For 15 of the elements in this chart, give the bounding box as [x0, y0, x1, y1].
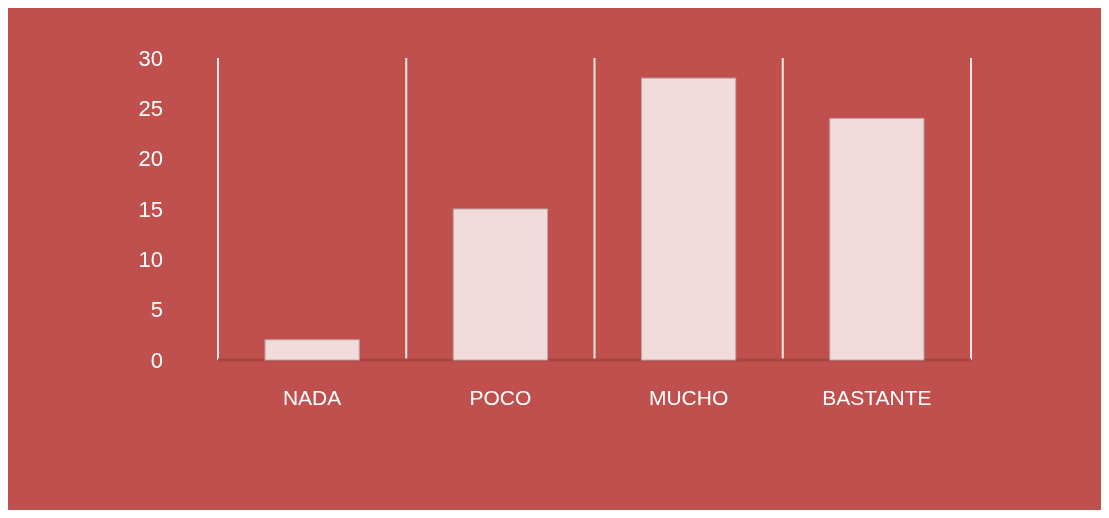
x-tick-label: MUCHO — [648, 386, 729, 409]
y-tick-label: 30 — [138, 45, 163, 71]
x-tick-label: NADA — [282, 386, 342, 409]
bar — [452, 208, 548, 361]
bar — [829, 117, 925, 361]
y-tick-label: 10 — [138, 247, 163, 273]
bar — [264, 339, 360, 361]
y-tick-label: 25 — [138, 96, 163, 122]
y-tick-label: 15 — [138, 196, 163, 222]
x-tick-label: POCO — [469, 386, 532, 409]
y-tick-label: 0 — [150, 347, 163, 373]
y-tick-label: 20 — [138, 146, 163, 172]
bar — [641, 77, 737, 361]
y-tick-label: 5 — [150, 297, 163, 323]
x-tick-label: BASTANTE — [822, 386, 932, 409]
